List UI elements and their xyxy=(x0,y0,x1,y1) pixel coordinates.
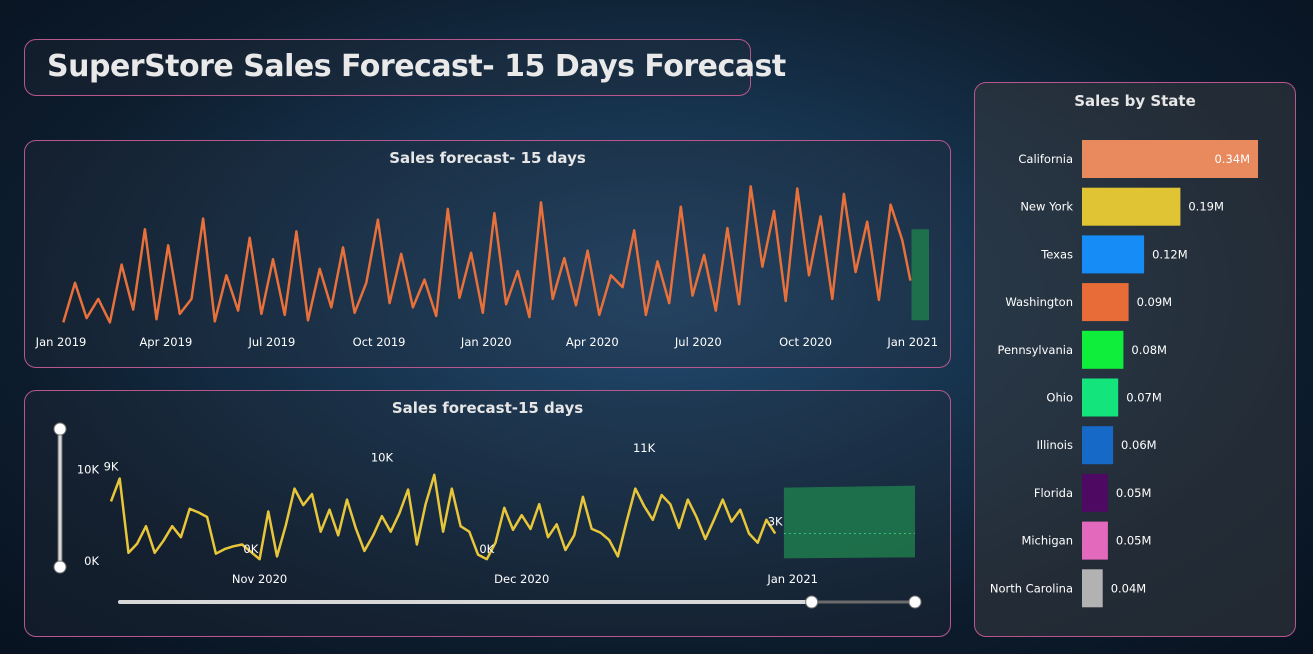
state-value-label: 0.09M xyxy=(1137,295,1173,309)
x-tick-label: Apr 2019 xyxy=(139,335,192,349)
data-label: 9K xyxy=(104,460,119,474)
state-bar[interactable] xyxy=(1082,330,1124,369)
x-tick-label: Jul 2019 xyxy=(247,335,295,349)
data-label: 10K xyxy=(371,450,394,464)
data-label: 0K xyxy=(243,542,258,556)
x-zoom-slider-handle-left[interactable] xyxy=(805,595,819,609)
state-bar[interactable] xyxy=(1082,473,1108,512)
x-tick-label: Jul 2020 xyxy=(674,335,722,349)
state-value-label: 0.05M xyxy=(1116,534,1152,548)
x-tick-label: Jan 2019 xyxy=(35,335,87,349)
state-bar[interactable] xyxy=(1082,378,1119,417)
data-label: 0K xyxy=(479,542,494,556)
sales-by-state-panel[interactable]: Sales by State California 0.34M New York 0.… xyxy=(974,82,1296,637)
state-bar[interactable] xyxy=(1082,235,1145,274)
state-value-label: 0.19M xyxy=(1188,200,1224,214)
sales-series-line xyxy=(62,185,912,324)
state-label: Pennsylvania xyxy=(997,343,1073,357)
x-tick-label: Jan 2021 xyxy=(886,335,938,349)
state-bar[interactable] xyxy=(1082,521,1108,560)
state-value-label: 0.05M xyxy=(1116,486,1152,500)
x-tick-label: Oct 2020 xyxy=(779,335,832,349)
page-title: SuperStore Sales Forecast- 15 Days Forec… xyxy=(47,49,786,84)
sales-forecast-line-chart[interactable]: Jan 2019 Apr 2019 Jul 2019 Oct 2019 Jan 2020… xyxy=(25,141,950,367)
data-label: 3K xyxy=(768,515,783,529)
state-bar[interactable] xyxy=(1082,426,1114,465)
state-value-label: 0.07M xyxy=(1126,391,1162,405)
x-tick-label: Apr 2020 xyxy=(566,335,619,349)
x-tick-label: Jan 2020 xyxy=(460,335,512,349)
chart-title: Sales forecast- 15 days xyxy=(389,149,586,167)
y-tick-label: 0K xyxy=(84,554,99,568)
state-label: Florida xyxy=(1034,486,1073,500)
zoomed-forecast-chart-panel[interactable]: Sales forecast-15 days 9K 0K 10K 0K 11K 3K 10K… xyxy=(24,390,951,637)
state-label: Texas xyxy=(1040,247,1073,261)
state-value-label: 0.34M xyxy=(1214,152,1250,166)
x-tick-label: Dec 2020 xyxy=(494,572,549,586)
state-label: New York xyxy=(1020,200,1073,214)
x-tick-label: Nov 2020 xyxy=(232,572,287,586)
sales-by-state-bar-chart[interactable]: California 0.34M New York 0.19M Texas 0.12M Wa… xyxy=(975,83,1295,636)
state-value-label: 0.04M xyxy=(1111,581,1147,595)
data-label: 11K xyxy=(633,441,656,455)
state-bar[interactable] xyxy=(1082,569,1103,608)
y-zoom-slider-handle-bottom[interactable] xyxy=(53,560,67,574)
sales-series-line xyxy=(109,473,777,561)
title-box: SuperStore Sales Forecast- 15 Days Forec… xyxy=(24,39,786,96)
state-label: California xyxy=(1018,152,1073,166)
state-bar[interactable] xyxy=(1082,140,1258,178)
state-label: Illinois xyxy=(1037,438,1074,452)
chart-title: Sales by State xyxy=(1074,92,1196,110)
y-zoom-slider-handle-top[interactable] xyxy=(53,422,67,436)
state-label: Michigan xyxy=(1021,534,1073,548)
state-value-label: 0.08M xyxy=(1131,343,1167,357)
state-value-label: 0.06M xyxy=(1121,438,1157,452)
state-value-label: 0.12M xyxy=(1152,247,1188,261)
state-label: Ohio xyxy=(1046,391,1073,405)
forecast-band xyxy=(911,229,929,321)
x-zoom-slider-handle-right[interactable] xyxy=(908,595,922,609)
zoomed-forecast-line-chart[interactable]: 9K 0K 10K 0K 11K 3K 10K 0K Nov 2020 Dec 2020 Jan 2… xyxy=(25,391,950,636)
state-bar[interactable] xyxy=(1082,283,1129,322)
state-label: Washington xyxy=(1005,295,1073,309)
state-label: North Carolina xyxy=(990,581,1073,595)
chart-title: Sales forecast-15 days xyxy=(391,399,584,417)
x-tick-label: Jan 2021 xyxy=(766,572,818,586)
x-tick-label: Oct 2019 xyxy=(353,335,406,349)
sales-forecast-chart-panel[interactable]: Sales forecast- 15 days Jan 2019 Apr 2019… xyxy=(24,140,951,368)
y-tick-label: 10K xyxy=(77,462,100,476)
forecast-band xyxy=(783,485,915,559)
state-bar[interactable] xyxy=(1082,187,1181,226)
